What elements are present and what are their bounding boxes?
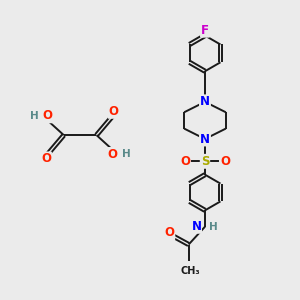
Text: N: N	[200, 133, 210, 146]
Text: H: H	[122, 149, 130, 160]
Text: N: N	[191, 220, 201, 233]
Text: H: H	[30, 111, 38, 121]
Text: O: O	[41, 152, 51, 165]
Text: O: O	[108, 148, 118, 161]
Text: O: O	[43, 109, 52, 122]
Text: O: O	[220, 155, 230, 168]
Text: CH₃: CH₃	[180, 266, 200, 276]
Text: F: F	[201, 24, 209, 37]
Text: N: N	[200, 95, 210, 108]
Text: O: O	[180, 155, 190, 168]
Text: S: S	[201, 155, 209, 168]
Text: H: H	[208, 222, 217, 232]
Text: O: O	[164, 226, 174, 239]
Text: O: O	[109, 105, 119, 118]
